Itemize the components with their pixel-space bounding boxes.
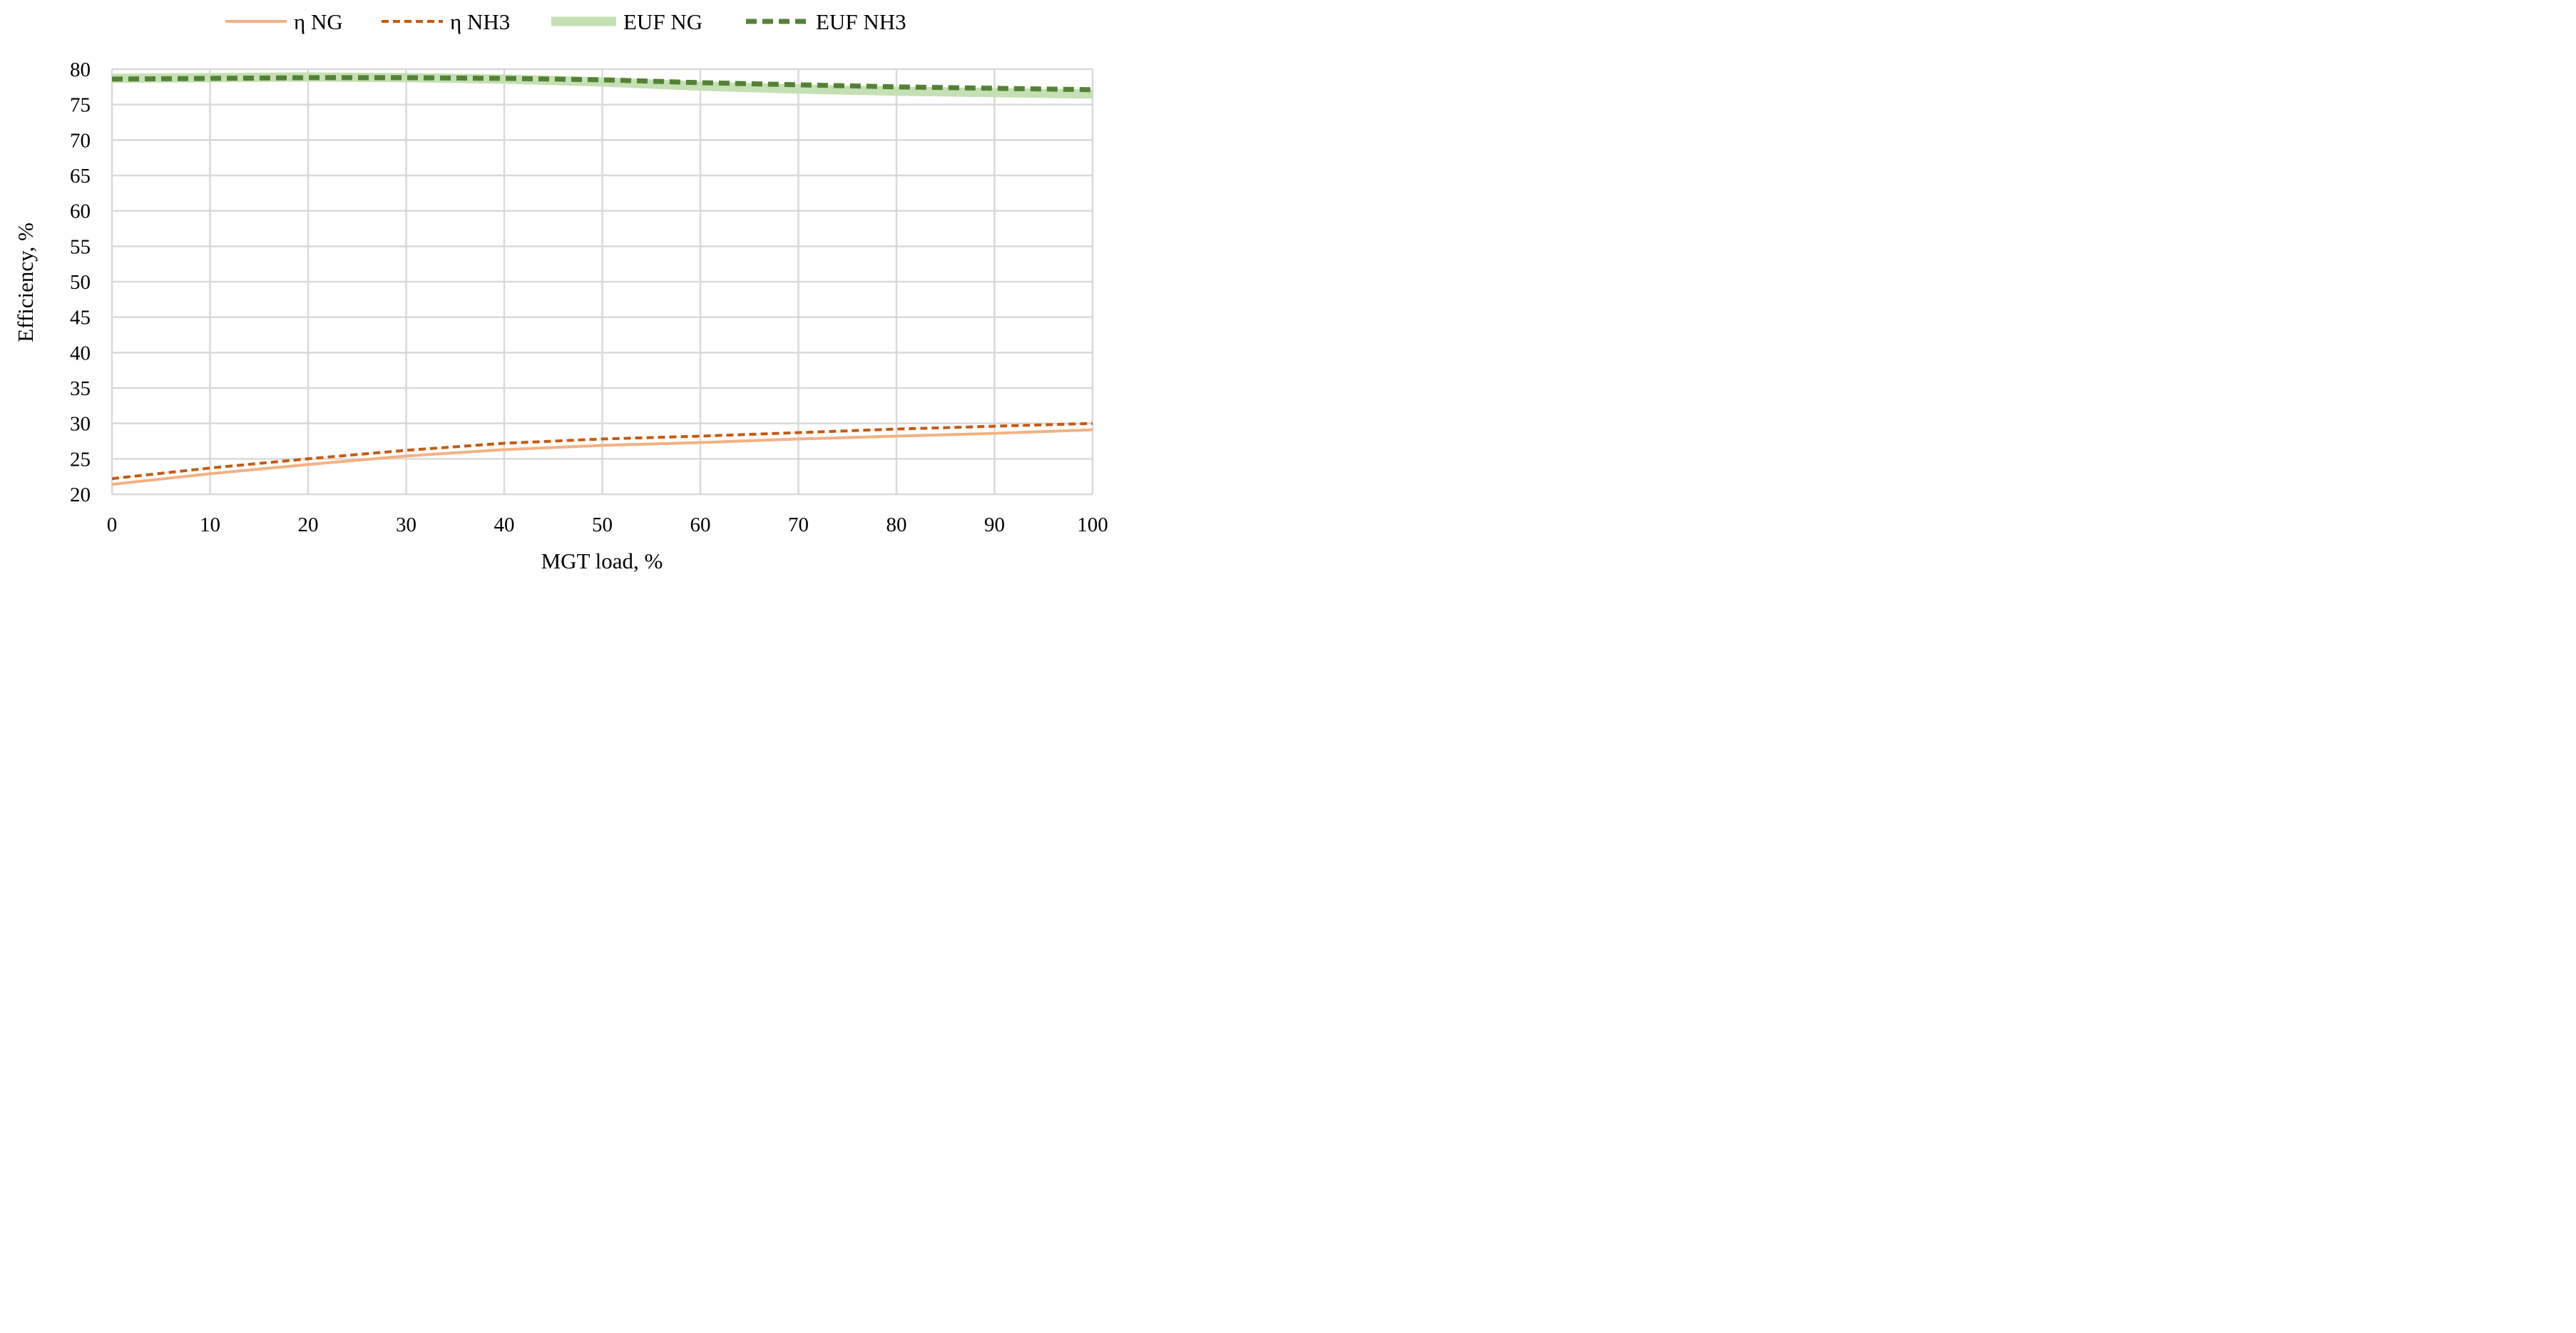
y-tick-label: 80 bbox=[70, 58, 91, 81]
x-tick-label: 20 bbox=[298, 514, 319, 536]
y-tick-label: 20 bbox=[70, 484, 91, 506]
y-tick-label: 60 bbox=[70, 200, 91, 223]
y-tick-label: 50 bbox=[70, 271, 91, 294]
efficiency-chart: 20 25 30 35 40 45 50 55 60 65 70 75 80 0 10 20 30 40 50 60… bbox=[13, 9, 1108, 573]
x-tick-label: 0 bbox=[107, 514, 118, 536]
legend-label: EUF NG bbox=[623, 9, 702, 34]
x-tick-label: 40 bbox=[494, 514, 515, 536]
y-axis-title: Efficiency, % bbox=[13, 223, 38, 342]
series-lines bbox=[111, 72, 1093, 486]
legend: η NG η NH3 EUF NG EUF NH3 bbox=[225, 9, 906, 34]
y-tick-label: 35 bbox=[70, 377, 91, 400]
series-line-3 bbox=[111, 72, 1093, 99]
x-tick-label: 50 bbox=[592, 514, 613, 536]
x-axis-ticks: 0 10 20 30 40 50 60 70 80 90 100 bbox=[107, 514, 1108, 536]
x-tick-label: 30 bbox=[396, 514, 416, 536]
x-tick-label: 100 bbox=[1077, 514, 1108, 536]
legend-label: η NG bbox=[294, 9, 343, 34]
x-tick-label: 90 bbox=[984, 514, 1005, 536]
grid bbox=[111, 68, 1094, 496]
y-tick-label: 75 bbox=[70, 94, 91, 117]
legend-label: η NH3 bbox=[450, 9, 510, 34]
series-line-2 bbox=[111, 422, 1093, 481]
y-axis-ticks: 20 25 30 35 40 45 50 55 60 65 70 75 80 bbox=[70, 58, 91, 506]
x-tick-label: 80 bbox=[886, 514, 907, 536]
legend-label: EUF NH3 bbox=[816, 9, 906, 34]
y-tick-label: 30 bbox=[70, 413, 91, 436]
x-tick-label: 60 bbox=[690, 514, 711, 536]
x-axis-title: MGT load, % bbox=[541, 548, 663, 573]
y-tick-label: 70 bbox=[70, 129, 91, 152]
y-tick-label: 45 bbox=[70, 307, 91, 330]
y-tick-label: 55 bbox=[70, 235, 91, 258]
series-line-1 bbox=[111, 428, 1093, 486]
x-tick-label: 70 bbox=[788, 514, 809, 536]
y-tick-label: 65 bbox=[70, 165, 91, 188]
y-tick-label: 25 bbox=[70, 448, 91, 471]
x-tick-label: 10 bbox=[200, 514, 220, 536]
y-tick-label: 40 bbox=[70, 342, 91, 364]
